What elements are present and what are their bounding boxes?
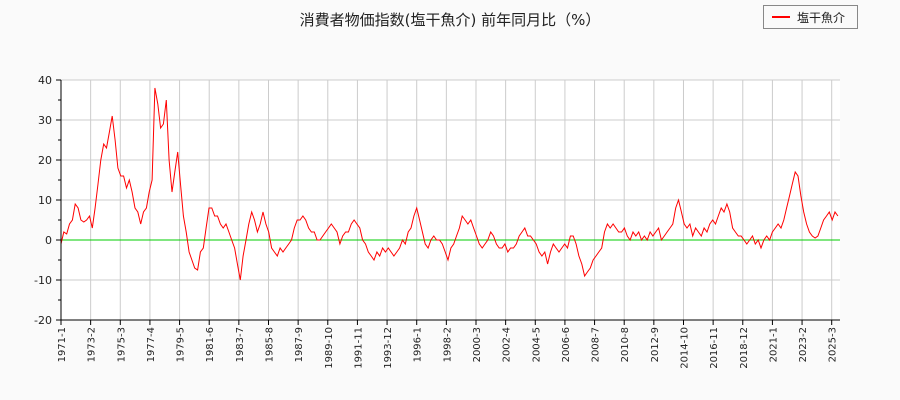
y-tick-label: 30	[38, 114, 52, 127]
y-tick-label: 20	[38, 154, 52, 167]
x-tick-label: 2008-7	[591, 327, 602, 362]
x-tick-label: 1998-2	[442, 327, 453, 362]
x-tick-label: 1975-3	[116, 327, 127, 362]
legend-label: 塩干魚介	[797, 11, 846, 25]
y-tick-label: 40	[38, 74, 52, 87]
x-tick-label: 1977-4	[146, 327, 157, 362]
x-tick-label: 1985-8	[264, 327, 275, 362]
x-tick-label: 1981-6	[205, 327, 216, 362]
x-tick-label: 2016-11	[709, 327, 720, 369]
x-tick-label: 2012-9	[650, 327, 661, 362]
y-tick-label: -20	[34, 314, 52, 327]
legend: 塩干魚介	[763, 5, 858, 29]
x-tick-label: 1996-1	[413, 327, 424, 362]
x-tick-label: 2025-3	[828, 327, 839, 362]
series-line	[60, 87, 839, 281]
y-tick-label: -10	[34, 274, 52, 287]
x-tick-label: 1989-10	[324, 327, 335, 369]
x-tick-label: 1991-11	[353, 327, 364, 369]
x-tick-label: 2014-10	[679, 327, 690, 369]
legend-line-swatch	[772, 16, 790, 18]
x-tick-label: 2004-5	[531, 327, 542, 362]
y-tick-label: 0	[45, 234, 52, 247]
x-tick-label: 2002-4	[502, 327, 513, 362]
x-tick-label: 1971-1	[57, 327, 68, 362]
x-tick-label: 2000-3	[472, 327, 483, 362]
x-tick-label: 2021-1	[768, 327, 779, 362]
y-tick-label: 10	[38, 194, 52, 207]
x-tick-label: 2018-12	[739, 327, 750, 369]
x-tick-label: 2023-2	[798, 327, 809, 362]
x-tick-label: 1983-7	[235, 327, 246, 362]
chart-title: 消費者物価指数(塩干魚介) 前年同月比（%）	[299, 11, 601, 29]
x-tick-label: 1973-2	[87, 327, 98, 362]
x-tick-label: 2006-6	[561, 327, 572, 362]
x-tick-label: 1993-12	[383, 327, 394, 369]
x-tick-label: 1979-5	[176, 327, 187, 362]
x-tick-label: 1987-9	[294, 327, 305, 362]
x-tick-label: 2010-8	[620, 327, 631, 362]
